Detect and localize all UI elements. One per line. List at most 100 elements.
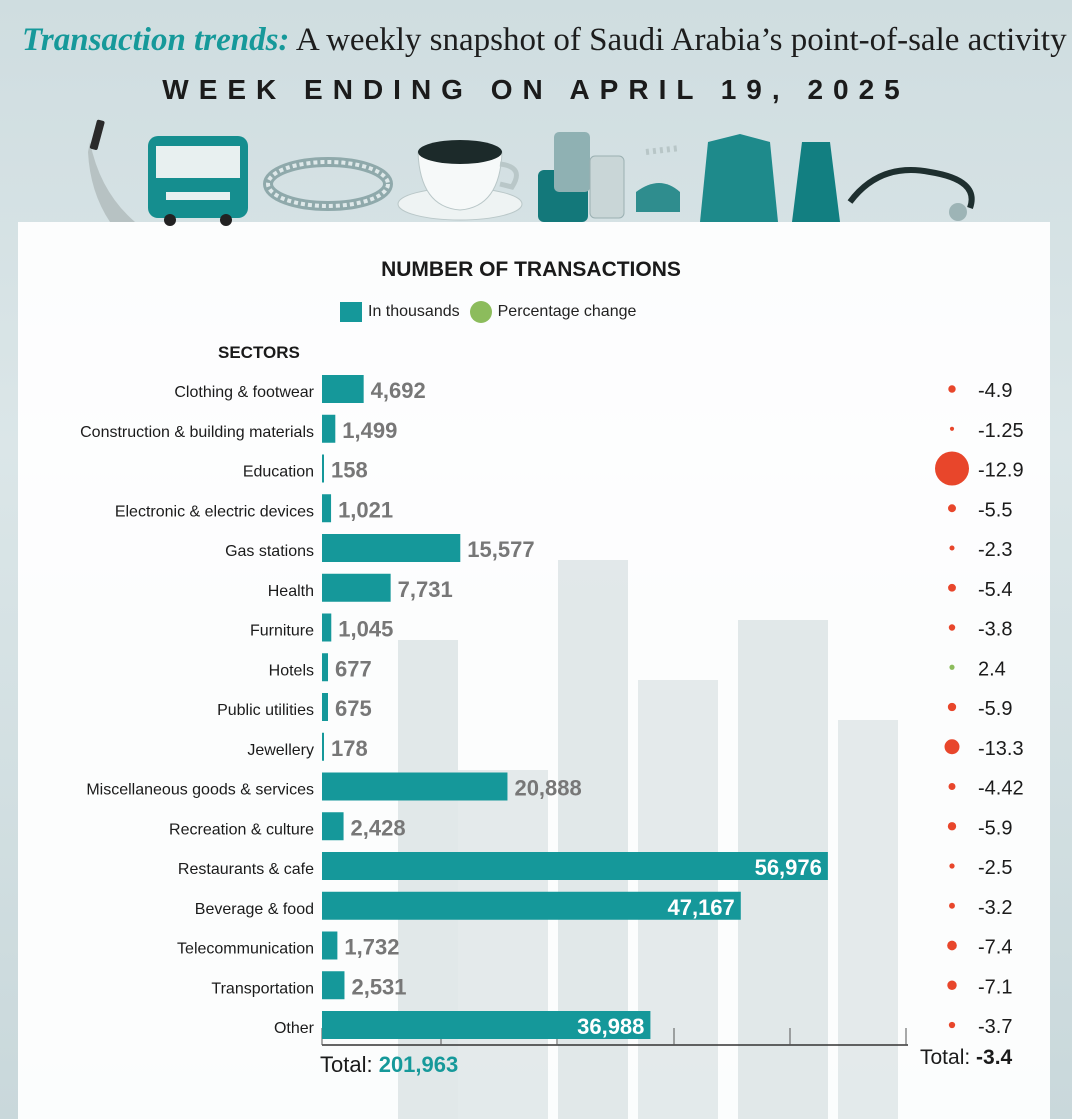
bar-value-label: 2,531 bbox=[351, 974, 406, 999]
bar bbox=[322, 693, 328, 721]
chart-panel bbox=[18, 222, 1050, 1119]
category-label: Recreation & culture bbox=[169, 821, 314, 838]
percent-change-label: -12.9 bbox=[978, 460, 1024, 482]
total-change-label: Total: bbox=[920, 1046, 977, 1069]
percent-change-dot bbox=[947, 822, 957, 831]
bar-value-label: 1,045 bbox=[338, 617, 393, 642]
bar bbox=[322, 971, 345, 1000]
category-label: Transportation bbox=[211, 980, 314, 997]
chart-legend: In thousands Percentage change bbox=[340, 300, 636, 324]
legend-label-thousands: In thousands bbox=[368, 303, 460, 320]
total-change: Total: -3.4 bbox=[920, 1046, 1012, 1070]
percent-change-dot bbox=[949, 863, 955, 869]
luggage-icon bbox=[538, 132, 625, 222]
category-label: Gas stations bbox=[225, 543, 314, 560]
stethoscope-icon bbox=[847, 167, 975, 221]
percent-change-label: -1.25 bbox=[978, 420, 1024, 442]
category-label: Furniture bbox=[250, 623, 314, 640]
bar bbox=[322, 454, 324, 483]
percent-change-dot bbox=[947, 702, 957, 712]
percent-change-label: 2.4 bbox=[978, 658, 1006, 680]
page-subtitle: WEEK ENDING ON APRIL 19, 2025 bbox=[162, 74, 910, 105]
percent-change-dot bbox=[948, 583, 956, 592]
bar bbox=[322, 494, 332, 523]
bar bbox=[322, 534, 461, 562]
legend-dot-swatch bbox=[469, 301, 492, 323]
bar-value-label: 4,692 bbox=[371, 378, 426, 403]
product-illustration-strip bbox=[88, 119, 975, 226]
bar-value-label: 158 bbox=[331, 458, 368, 483]
dress-icon bbox=[792, 142, 840, 222]
category-label: Beverage & food bbox=[195, 901, 314, 918]
category-label: Education bbox=[243, 464, 314, 481]
bus-icon bbox=[148, 136, 248, 226]
chart-title: NUMBER OF TRANSACTIONS bbox=[381, 258, 681, 281]
bar-value-label: 7,731 bbox=[398, 577, 453, 602]
percent-change-label: -13.3 bbox=[978, 738, 1024, 760]
percent-change-label: -4.42 bbox=[978, 778, 1024, 800]
category-label: Clothing & footwear bbox=[174, 384, 314, 401]
percent-change-dot bbox=[949, 664, 955, 670]
bar-value-label: 1,499 bbox=[342, 418, 397, 443]
coffee-cup-icon bbox=[397, 140, 523, 221]
bar-value-label: 675 bbox=[335, 696, 372, 721]
percent-change-label: -3.8 bbox=[978, 619, 1012, 641]
percent-change-dot bbox=[948, 1021, 956, 1029]
category-label: Electronic & electric devices bbox=[115, 503, 314, 520]
category-label: Construction & building materials bbox=[80, 424, 314, 441]
bar bbox=[322, 414, 336, 443]
category-label: Miscellaneous goods & services bbox=[86, 782, 314, 799]
percent-change-label: -5.4 bbox=[978, 579, 1012, 601]
bar bbox=[322, 931, 338, 960]
sectors-header: SECTORS bbox=[218, 343, 300, 362]
category-label: Restaurants & cafe bbox=[178, 861, 314, 878]
shoes-icon bbox=[636, 145, 681, 212]
bar-value-label: 1,732 bbox=[344, 935, 399, 960]
total-change-value: -3.4 bbox=[976, 1046, 1013, 1069]
percent-change-label: -7.4 bbox=[978, 937, 1012, 959]
percent-change-label: -5.9 bbox=[978, 817, 1012, 839]
percent-change-dot bbox=[947, 940, 957, 951]
bar-value-label: 2,428 bbox=[351, 815, 406, 840]
percent-change-label: -2.5 bbox=[978, 857, 1012, 879]
percent-change-dot bbox=[948, 624, 956, 631]
percent-change-dot bbox=[944, 739, 960, 755]
category-label: Hotels bbox=[269, 662, 314, 679]
bar-value-label: 1,021 bbox=[338, 497, 393, 522]
phone-hand-icon bbox=[88, 119, 135, 222]
percent-change-dot bbox=[949, 902, 955, 909]
legend-bar-swatch bbox=[340, 302, 362, 322]
bar-value-label: 36,988 bbox=[577, 1014, 644, 1039]
legend-label-percent: Percentage change bbox=[497, 303, 637, 320]
bar-value-label: 178 bbox=[331, 736, 368, 761]
title-accent: Transaction trends: bbox=[22, 22, 290, 58]
percent-change-dot bbox=[948, 783, 956, 790]
title-rest: A weekly snapshot of Saudi Arabia’s poin… bbox=[289, 22, 1067, 58]
percent-change-dot bbox=[935, 451, 969, 486]
percent-change-label: -2.3 bbox=[978, 539, 1012, 561]
bar bbox=[322, 375, 364, 403]
bar bbox=[322, 772, 508, 801]
bar-value-label: 15,577 bbox=[467, 537, 534, 562]
jacket-icon bbox=[700, 134, 778, 222]
bar bbox=[322, 573, 391, 602]
percent-change-label: -4.9 bbox=[978, 380, 1012, 402]
percent-change-label: -3.7 bbox=[978, 1016, 1012, 1038]
total-transactions: Total: 201,963 bbox=[320, 1052, 458, 1078]
percent-change-label: -3.2 bbox=[978, 897, 1012, 919]
percent-change-dot bbox=[949, 545, 955, 551]
category-label: Public utilities bbox=[217, 702, 314, 719]
percent-change-label: -5.9 bbox=[978, 698, 1012, 720]
bracelet-icon bbox=[263, 157, 393, 211]
bar-value-label: 677 bbox=[335, 656, 372, 681]
percent-change-dot bbox=[948, 385, 956, 393]
category-label: Other bbox=[274, 1020, 315, 1037]
percent-change-dot bbox=[948, 504, 956, 513]
category-label: Health bbox=[268, 583, 314, 600]
bar-value-label: 56,976 bbox=[755, 855, 822, 880]
total-value: 201,963 bbox=[378, 1052, 459, 1077]
bar bbox=[322, 891, 741, 920]
bar bbox=[322, 653, 329, 682]
bar-value-label: 47,167 bbox=[667, 895, 734, 920]
